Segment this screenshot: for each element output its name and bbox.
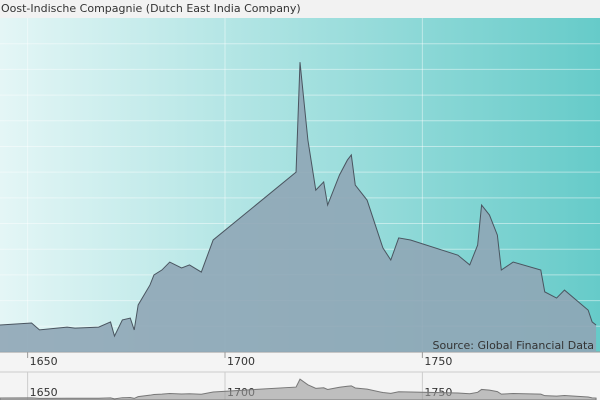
x-tick-label: 1700 [227, 355, 255, 368]
plot [0, 18, 600, 353]
source-note: Source: Global Financial Data [433, 339, 595, 352]
x-tick-label: 1750 [424, 355, 452, 368]
x-tick-label: 1650 [30, 355, 58, 368]
title-bar [0, 0, 600, 18]
chart-title: Oost-Indische Compagnie (Dutch East Indi… [1, 2, 301, 15]
navigator-tick-label: 1650 [30, 386, 58, 399]
area-line [0, 62, 597, 338]
area-fill [0, 62, 597, 353]
navigator-area [0, 378, 597, 401]
